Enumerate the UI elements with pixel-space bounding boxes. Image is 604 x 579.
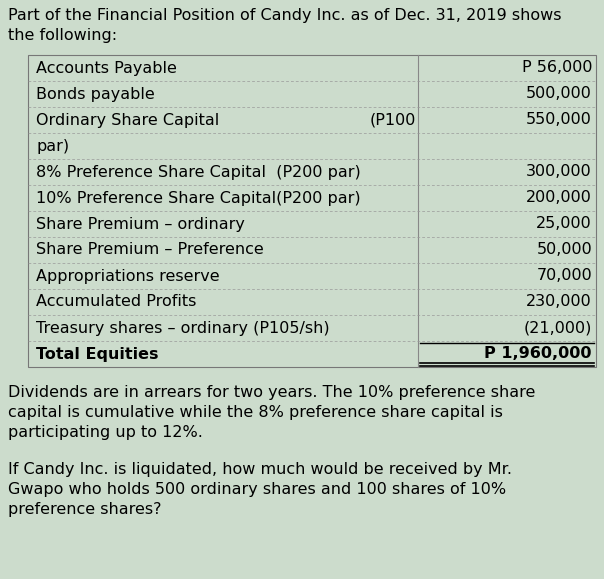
- Text: 25,000: 25,000: [536, 217, 592, 232]
- Text: Total Equities: Total Equities: [36, 346, 158, 361]
- Text: 500,000: 500,000: [526, 86, 592, 101]
- Text: Dividends are in arrears for two years. The 10% preference share: Dividends are in arrears for two years. …: [8, 385, 535, 400]
- Text: Ordinary Share Capital: Ordinary Share Capital: [36, 112, 219, 127]
- Text: Accumulated Profits: Accumulated Profits: [36, 295, 196, 310]
- Bar: [28, 55, 596, 367]
- Text: 10% Preference Share Capital(P200 par): 10% Preference Share Capital(P200 par): [36, 190, 361, 206]
- Text: 70,000: 70,000: [536, 269, 592, 284]
- Text: participating up to 12%.: participating up to 12%.: [8, 425, 203, 440]
- Text: 300,000: 300,000: [526, 164, 592, 179]
- Text: Share Premium – ordinary: Share Premium – ordinary: [36, 217, 245, 232]
- Text: par): par): [36, 138, 69, 153]
- Text: 200,000: 200,000: [526, 190, 592, 206]
- Text: preference shares?: preference shares?: [8, 502, 161, 517]
- Text: (P100: (P100: [370, 112, 416, 127]
- Text: 50,000: 50,000: [536, 243, 592, 258]
- Text: If Candy Inc. is liquidated, how much would be received by Mr.: If Candy Inc. is liquidated, how much wo…: [8, 462, 512, 477]
- Text: Accounts Payable: Accounts Payable: [36, 60, 177, 75]
- Text: Part of the Financial Position of Candy Inc. as of Dec. 31, 2019 shows: Part of the Financial Position of Candy …: [8, 8, 562, 23]
- Text: the following:: the following:: [8, 28, 117, 43]
- Text: (21,000): (21,000): [524, 321, 592, 335]
- Text: Share Premium – Preference: Share Premium – Preference: [36, 243, 264, 258]
- Text: P 1,960,000: P 1,960,000: [484, 346, 592, 361]
- Text: 8% Preference Share Capital  (P200 par): 8% Preference Share Capital (P200 par): [36, 164, 361, 179]
- Text: 230,000: 230,000: [526, 295, 592, 310]
- Text: P 56,000: P 56,000: [521, 60, 592, 75]
- Text: Bonds payable: Bonds payable: [36, 86, 155, 101]
- Text: Treasury shares – ordinary (P105/sh): Treasury shares – ordinary (P105/sh): [36, 321, 330, 335]
- Text: capital is cumulative while the 8% preference share capital is: capital is cumulative while the 8% prefe…: [8, 405, 503, 420]
- Text: 550,000: 550,000: [526, 112, 592, 127]
- Text: Gwapo who holds 500 ordinary shares and 100 shares of 10%: Gwapo who holds 500 ordinary shares and …: [8, 482, 506, 497]
- Text: Appropriations reserve: Appropriations reserve: [36, 269, 220, 284]
